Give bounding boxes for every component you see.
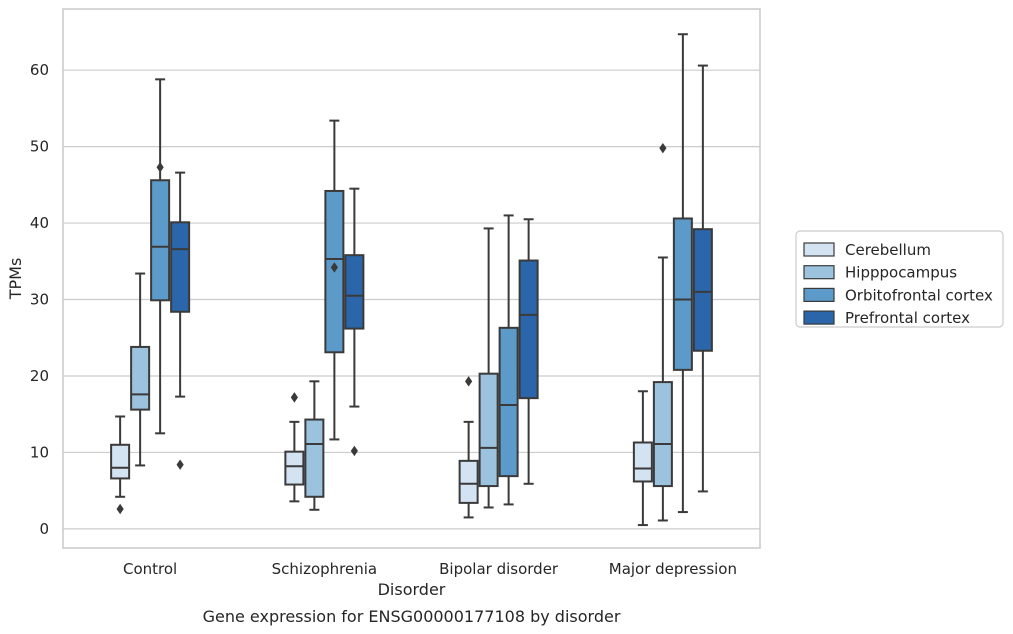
box-3 xyxy=(344,187,365,457)
outlier-point xyxy=(156,162,164,173)
box-body xyxy=(498,326,519,478)
box-1 xyxy=(304,380,325,511)
box-3 xyxy=(170,171,191,470)
outlier-point xyxy=(350,445,358,457)
y-tick-label: 50 xyxy=(30,138,49,156)
box-1 xyxy=(478,227,499,509)
box-body xyxy=(478,372,499,488)
outlier-point xyxy=(465,376,473,387)
box-body xyxy=(284,450,305,486)
box-body xyxy=(304,418,325,498)
box-2 xyxy=(150,78,171,435)
x-tick-label: Schizophrenia xyxy=(272,560,377,578)
box-body xyxy=(652,381,673,488)
y-tick-label: 0 xyxy=(39,520,49,538)
box-1 xyxy=(652,142,673,522)
outlier-point xyxy=(116,503,124,515)
x-tick-labels: Control Schizophrenia Bipolar disorder Majo… xyxy=(123,560,737,578)
outlier-point xyxy=(290,392,298,403)
box-body xyxy=(110,443,131,480)
legend-label: Orbitofrontal cortex xyxy=(845,286,993,304)
legend-swatch xyxy=(803,287,835,302)
x-tick-label: Control xyxy=(123,560,177,578)
box-body xyxy=(150,179,171,302)
x-axis-label: Disorder xyxy=(378,580,446,599)
box-3 xyxy=(518,218,539,485)
legend-swatch xyxy=(803,265,835,280)
x-tick-label: Bipolar disorder xyxy=(439,560,559,578)
box-body xyxy=(692,228,713,352)
outlier-point xyxy=(330,262,338,273)
legend-swatch xyxy=(803,310,835,325)
box-0 xyxy=(110,415,131,515)
box-3 xyxy=(692,64,713,493)
box-body xyxy=(518,259,539,400)
legend-label: Prefrontal cortex xyxy=(845,309,970,327)
box-body xyxy=(632,441,653,483)
legend-label: Cerebellum xyxy=(845,241,931,259)
box-body xyxy=(170,221,191,313)
box-body xyxy=(130,345,151,411)
outlier-point xyxy=(659,142,667,154)
y-tick-labels: 0 10 20 30 40 50 60 xyxy=(30,61,49,538)
x-tick-label: Major depression xyxy=(609,560,737,578)
box-0 xyxy=(632,390,653,527)
box-body xyxy=(458,459,479,504)
legend-label: Hipppocampus xyxy=(845,264,957,282)
y-tick-label: 10 xyxy=(30,443,49,461)
y-tick-label: 40 xyxy=(30,214,49,232)
y-axis-label: TPMs xyxy=(6,258,25,301)
box-0 xyxy=(458,376,479,519)
plot-frame xyxy=(62,8,761,549)
y-tick-label: 60 xyxy=(30,61,49,79)
outlier-point xyxy=(176,459,184,470)
box-2 xyxy=(324,119,345,441)
y-tick-label: 20 xyxy=(30,367,49,385)
legend-frame xyxy=(795,230,1004,328)
legend: Cerebellum Hipppocampus Orbitofrontal cort… xyxy=(795,230,1004,328)
chart-caption: Gene expression for ENSG00000177108 by d… xyxy=(203,607,621,626)
box-body xyxy=(672,217,693,371)
box-1 xyxy=(130,272,151,467)
box-0 xyxy=(284,392,305,503)
box-2 xyxy=(498,214,519,506)
legend-swatch xyxy=(803,242,835,257)
box-2 xyxy=(672,33,693,514)
y-tick-label: 30 xyxy=(30,291,49,309)
boxes xyxy=(110,33,713,527)
box-body xyxy=(344,254,365,330)
